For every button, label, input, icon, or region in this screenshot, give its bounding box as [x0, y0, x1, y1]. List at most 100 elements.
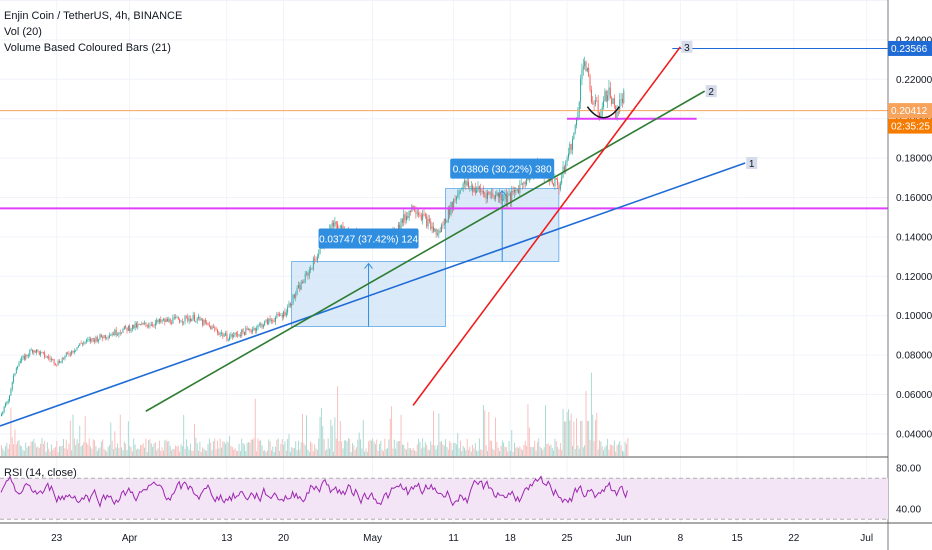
volume-bar	[298, 440, 299, 456]
candle-body	[17, 366, 19, 369]
candle-body	[198, 316, 199, 319]
trend-line-3	[412, 46, 682, 406]
candle-body	[200, 319, 202, 321]
candle-body	[206, 322, 208, 324]
volume-bar	[446, 447, 448, 456]
candle-body	[520, 183, 522, 185]
volume-bar	[383, 451, 384, 456]
volume-bar	[356, 447, 357, 456]
candle-body	[107, 337, 109, 339]
candle-body	[331, 222, 333, 227]
volume-bar	[271, 450, 272, 456]
candle-body	[582, 66, 584, 70]
volume-bar	[389, 418, 391, 456]
volume-bar	[36, 447, 37, 456]
candle-body	[194, 314, 195, 322]
candle-body	[566, 157, 568, 163]
candle-body	[73, 350, 75, 353]
candle-body	[589, 76, 591, 90]
candle-body	[430, 221, 432, 229]
volume-bar	[469, 446, 471, 456]
volume-bar	[248, 442, 249, 456]
volume-bar	[59, 446, 60, 456]
candle-body	[46, 356, 48, 358]
volume-bar	[601, 446, 603, 456]
volume-bar	[431, 444, 433, 456]
volume-bar	[589, 439, 591, 456]
candle-body	[284, 311, 286, 316]
candle-body	[613, 98, 615, 106]
candle-body	[318, 253, 320, 257]
volume-bar	[546, 443, 548, 456]
volume-bar	[450, 443, 452, 456]
candle-body	[555, 178, 557, 180]
volume-bar	[449, 440, 451, 456]
candle-body	[57, 361, 59, 365]
volume-bar	[249, 442, 251, 456]
volume-bar	[311, 443, 313, 456]
volume-bar	[19, 445, 21, 456]
candle-body	[195, 321, 197, 322]
volume-bar	[605, 445, 607, 456]
volume-bar	[204, 450, 206, 456]
volume-bar	[369, 439, 371, 456]
candle-body	[223, 335, 225, 337]
volume-bar	[268, 439, 270, 456]
volume-bar	[508, 440, 510, 456]
candle-body	[482, 191, 484, 194]
candle-body	[434, 228, 436, 232]
volume-bar	[104, 450, 106, 456]
candle-body	[433, 226, 434, 232]
volume-bar	[582, 447, 584, 456]
candle-body	[185, 315, 187, 317]
candle-body	[554, 178, 556, 186]
volume-bar	[176, 446, 178, 456]
volume-bar	[310, 441, 312, 456]
volume-bar	[276, 439, 278, 456]
candle-body	[129, 326, 131, 331]
volume-bar	[256, 451, 258, 456]
volume-bar	[335, 438, 337, 456]
volume-bar	[358, 432, 360, 456]
candle-body	[295, 293, 297, 298]
candle-body	[87, 339, 89, 341]
candle-body	[92, 338, 94, 340]
candle-body	[252, 329, 253, 332]
price-tick: 0.14000	[896, 232, 932, 243]
volume-bar	[387, 448, 388, 456]
volume-bar	[262, 450, 264, 456]
volume-bar	[464, 447, 465, 456]
candle-body	[265, 319, 267, 322]
candle-body	[276, 313, 278, 318]
volume-bar	[338, 440, 340, 456]
volume-bar	[419, 442, 421, 456]
candle-body	[100, 334, 102, 338]
volume-bar	[77, 443, 79, 456]
volume-bar	[261, 445, 263, 456]
volume-bar	[501, 440, 503, 456]
candle-body	[435, 228, 437, 235]
candle-body	[122, 329, 124, 333]
volume-bar	[96, 450, 98, 456]
candle-body	[210, 325, 212, 330]
candle-body	[622, 98, 623, 103]
candle-body	[160, 319, 162, 322]
volume-bar	[461, 451, 463, 456]
volume-bar	[221, 447, 222, 456]
candle-body	[241, 329, 243, 336]
candle-body	[420, 215, 422, 220]
candle-body	[2, 411, 4, 415]
volume-bar	[609, 444, 611, 456]
volume-bar	[214, 438, 216, 456]
volume-bar	[381, 449, 383, 456]
candle-body	[578, 101, 580, 113]
measure-label-text-2: 0.03806 (30.22%) 380	[453, 165, 552, 176]
volume-bar	[38, 447, 40, 456]
candle-body	[11, 381, 13, 390]
volume-bar	[82, 444, 83, 456]
candle-body	[291, 304, 293, 306]
volume-bar	[530, 446, 532, 456]
candle-body	[505, 193, 507, 202]
candle-body	[19, 361, 21, 364]
